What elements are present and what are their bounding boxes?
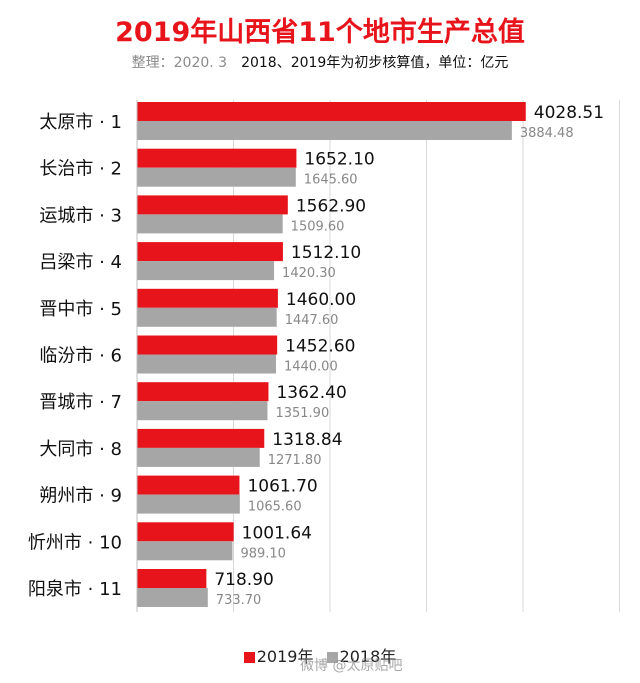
data-label-2018: 3884.48: [520, 126, 574, 141]
bar-2018: [137, 588, 208, 607]
data-label-2018: 733.70: [216, 593, 262, 608]
bar-chart: 太原市 · 1 4028.51 3884.48 长治市 · 2 1652.10 1645.…: [28, 100, 620, 612]
bar-2018: [137, 494, 240, 514]
chart-subtitle: 整理：2020. 3 2018、2019年为初步核算值，单位：亿元: [0, 52, 640, 72]
category-label: 晋中市 · 5: [39, 299, 122, 320]
category-label: 阳泉市 · 11: [28, 579, 122, 600]
data-label-2019: 1652.10: [304, 150, 374, 170]
legend-item-2018: 2018年: [326, 643, 397, 667]
bar-2019: [137, 475, 240, 495]
bar-2018: [137, 261, 275, 281]
bar-2019: [137, 428, 265, 448]
subtitle-note: 整理：2020. 3: [131, 55, 228, 71]
data-label-2018: 1447.60: [285, 313, 339, 328]
data-label-2019: 1562.90: [296, 196, 366, 216]
category-label: 朔州市 · 9: [39, 486, 122, 507]
bar-2018: [137, 354, 276, 374]
data-label-2019: 1061.70: [247, 477, 317, 497]
category-label: 大同市 · 8: [39, 439, 122, 460]
data-label-2019: 718.90: [214, 570, 273, 590]
data-label-2019: 1512.10: [291, 243, 361, 263]
bar-2018: [137, 307, 277, 327]
bar-2019: [137, 148, 297, 168]
watermark: 微博 @太原贴吧: [300, 658, 403, 674]
bar-2018: [137, 121, 512, 140]
category-label: 吕梁市 · 4: [39, 252, 122, 273]
legend: 2019年 2018年: [0, 643, 640, 667]
legend-swatch-2019: [243, 652, 255, 663]
bar-2018: [137, 447, 260, 467]
data-label-2018: 1509.60: [291, 219, 345, 234]
category-label: 太原市 · 1: [39, 112, 122, 133]
category-label: 运城市 · 3: [39, 205, 122, 226]
category-label: 临汾市 · 6: [39, 346, 122, 367]
data-label-2019: 1452.60: [285, 337, 355, 357]
bar-2019: [137, 335, 278, 355]
legend-item-2019: 2019年: [243, 643, 314, 667]
data-label-2018: 1440.00: [284, 360, 338, 375]
data-label-2018: 1420.30: [282, 266, 336, 281]
category-label: 忻州市 · 10: [28, 532, 122, 553]
data-label-2018: 1271.80: [268, 453, 322, 468]
legend-label-2019: 2019年: [256, 647, 314, 666]
bar-2019: [137, 242, 283, 262]
data-label-2019: 1318.84: [272, 430, 342, 450]
bar-2019: [137, 288, 278, 308]
bar-2019: [137, 195, 288, 215]
data-label-2018: 989.10: [240, 546, 286, 561]
bar-2018: [137, 541, 233, 561]
data-label-2018: 1645.60: [304, 173, 358, 188]
bar-2018: [137, 167, 296, 187]
data-label-2018: 1351.90: [275, 406, 329, 421]
data-label-2019: 1460.00: [286, 290, 356, 310]
subtitle-text: 2018、2019年为初步核算值，单位：亿元: [241, 55, 509, 71]
data-label-2019: 1001.64: [242, 523, 312, 543]
bar-2018: [137, 214, 283, 234]
category-label: 晋城市 · 7: [39, 392, 122, 413]
bar-2019: [137, 522, 234, 542]
data-label-2019: 1362.40: [276, 383, 346, 403]
bar-2018: [137, 401, 268, 421]
bar-2019: [137, 569, 207, 588]
legend-swatch-2018: [326, 652, 338, 663]
bar-2019: [137, 102, 526, 121]
chart-title: 2019年山西省11个地市生产总值: [115, 17, 525, 48]
data-label-2019: 4028.51: [534, 103, 604, 123]
legend-label-2018: 2018年: [339, 647, 397, 666]
category-label: 长治市 · 2: [39, 159, 122, 180]
bar-2019: [137, 382, 269, 402]
data-label-2018: 1065.60: [248, 500, 302, 515]
